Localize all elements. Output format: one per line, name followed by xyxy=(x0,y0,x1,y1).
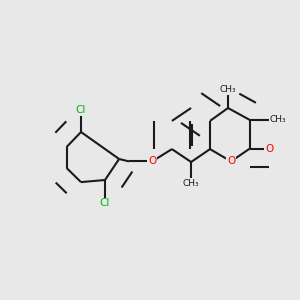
Text: Cl: Cl xyxy=(100,198,110,208)
Text: O: O xyxy=(265,143,273,154)
Text: O: O xyxy=(148,156,156,167)
Text: O: O xyxy=(227,156,235,167)
Text: CH₃: CH₃ xyxy=(220,85,236,94)
Text: CH₃: CH₃ xyxy=(183,178,200,188)
Text: Cl: Cl xyxy=(76,105,86,115)
Text: CH₃: CH₃ xyxy=(269,116,286,124)
